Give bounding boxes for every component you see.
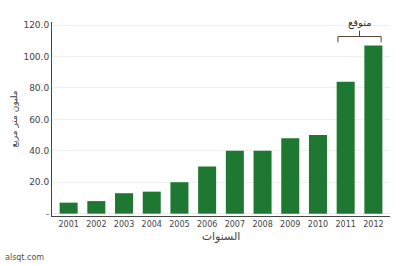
svg-text:2001: 2001 (58, 220, 78, 229)
svg-text:2005: 2005 (169, 220, 189, 229)
svg-text:alsqt.com: alsqt.com (5, 253, 44, 262)
svg-text:السنوات: السنوات (202, 230, 241, 243)
svg-text:2004: 2004 (142, 220, 162, 229)
svg-text:40.0: 40.0 (29, 146, 49, 156)
svg-text:80.0: 80.0 (29, 83, 49, 93)
svg-text:120.0: 120.0 (23, 20, 49, 30)
svg-text:2009: 2009 (280, 220, 300, 229)
svg-text:2002: 2002 (86, 220, 106, 229)
svg-text:-: - (46, 209, 49, 219)
svg-text:100.0: 100.0 (23, 52, 49, 62)
svg-text:2010: 2010 (308, 220, 328, 229)
svg-text:60.0: 60.0 (29, 115, 49, 125)
svg-text:متوقع: متوقع (348, 17, 372, 29)
svg-text:2012: 2012 (363, 220, 383, 229)
svg-text:2003: 2003 (114, 220, 134, 229)
svg-text:2011: 2011 (335, 220, 355, 229)
svg-text:2007: 2007 (225, 220, 245, 229)
svg-text:2008: 2008 (252, 220, 272, 229)
svg-text:20.0: 20.0 (29, 177, 49, 187)
svg-text:2006: 2006 (197, 220, 217, 229)
svg-text:مليون متر مربع: مليون متر مربع (9, 90, 19, 147)
